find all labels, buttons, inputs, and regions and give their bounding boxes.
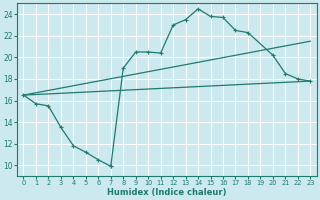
X-axis label: Humidex (Indice chaleur): Humidex (Indice chaleur): [107, 188, 227, 197]
